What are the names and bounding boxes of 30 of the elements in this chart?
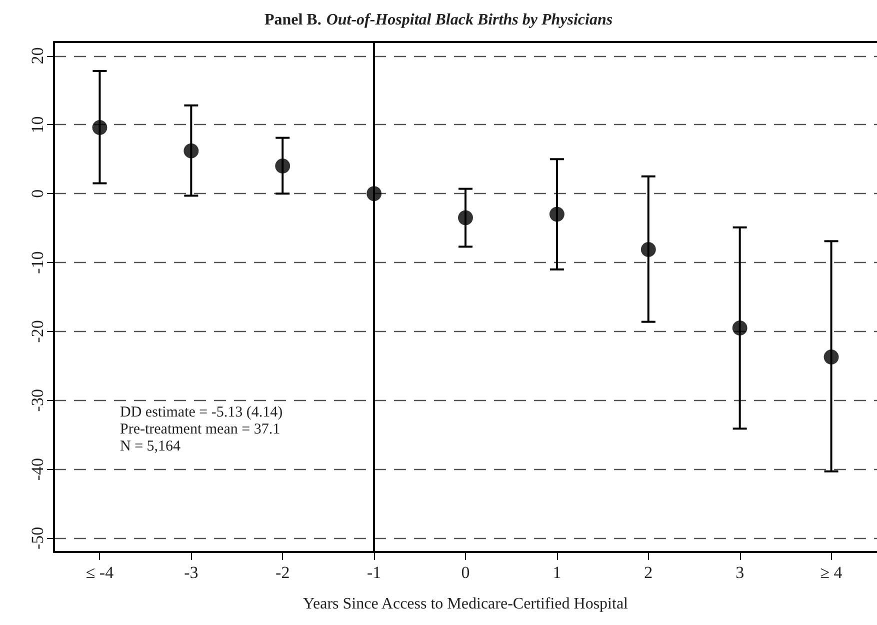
annotation: Pre-treatment mean = 37.1	[120, 422, 280, 438]
point	[92, 120, 108, 135]
x-tick-label: -3	[184, 563, 198, 582]
point	[732, 320, 748, 336]
y-tick-label: -50	[28, 526, 47, 550]
x-tick-label: 1	[552, 563, 562, 582]
annotation: DD estimate = -5.13 (4.14)	[120, 404, 283, 420]
x-axis-title: Years Since Access to Medicare-Certified Hospital	[303, 596, 629, 612]
y-tick-label: 0	[28, 189, 47, 198]
x-tick-label: -2	[276, 563, 290, 582]
point	[549, 206, 564, 222]
x-tick-label: 2	[644, 563, 653, 582]
y-tick-label: -40	[28, 458, 47, 481]
x-tick-label: 3	[736, 563, 744, 582]
chart-title: Panel B. Out-of-Hospital Black Births by Physicians	[264, 12, 613, 28]
annotation: N = 5,164	[120, 438, 182, 454]
point	[275, 158, 290, 174]
point	[824, 349, 839, 364]
point	[640, 242, 656, 257]
y-tick-label: -30	[28, 389, 47, 412]
y-tick-label: 20	[28, 47, 47, 64]
x-tick-label: -1	[366, 563, 382, 582]
point	[184, 143, 199, 158]
y-tick-label: -10	[28, 251, 47, 274]
y-tick-label: -20	[28, 320, 47, 343]
x-tick-label: ≥ 4	[820, 563, 843, 582]
x-tick-label: ≤ -4	[86, 563, 114, 582]
y-tick-label: 10	[28, 116, 47, 134]
point	[458, 210, 473, 226]
x-tick-label: 0	[461, 563, 470, 582]
